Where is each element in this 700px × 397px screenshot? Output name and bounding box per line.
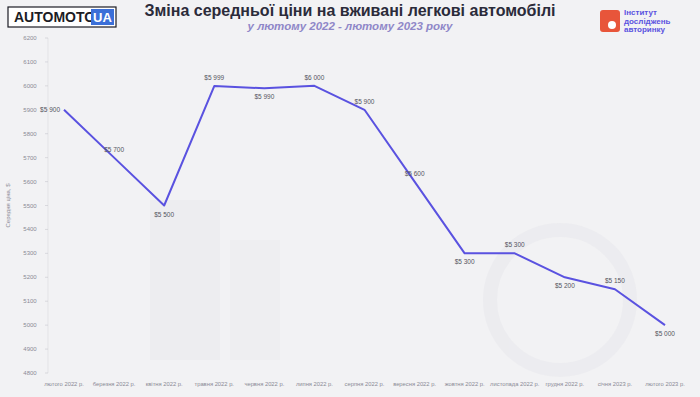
plot-area xyxy=(64,86,665,325)
data-label: $5 000 xyxy=(655,330,675,337)
y-tick xyxy=(45,253,48,254)
x-tick-label: грудня 2022 р. xyxy=(546,381,585,387)
x-tick-label: жовтня 2022 р. xyxy=(445,381,485,387)
y-tick xyxy=(45,157,48,158)
logo-text: AUTOMOTO xyxy=(14,9,95,25)
y-tick-label: 4800 xyxy=(23,370,37,376)
x-tick-label: серпня 2022 р. xyxy=(345,381,385,387)
y-tick xyxy=(45,325,48,326)
y-tick-label: 5500 xyxy=(23,203,37,209)
y-tick-label: 5900 xyxy=(23,107,37,113)
data-label: $5 990 xyxy=(254,93,274,100)
y-tick xyxy=(45,85,48,86)
y-tick xyxy=(45,373,48,374)
y-tick xyxy=(45,205,48,206)
x-axis: лютого 2022 р. березня 2022 р. квітня 2022… xyxy=(44,381,685,387)
logo-right: Інститутдослідженьавторинку xyxy=(600,8,671,34)
y-tick xyxy=(45,301,48,302)
data-labels: $5 900 $5 700 $5 500 $5 999 $5 990 $6 000 $5 9… xyxy=(40,74,675,337)
y-tick-label: 5800 xyxy=(23,131,37,137)
x-tick-label: листопада 2022 р. xyxy=(490,381,540,387)
y-tick xyxy=(45,181,48,182)
x-tick-label: вересня 2022 р. xyxy=(393,381,436,387)
logo-text: UA xyxy=(93,10,112,25)
x-tick-label: березня 2022 р. xyxy=(93,381,136,387)
x-tick-label: лютого 2023 р. xyxy=(645,381,685,387)
y-tick-label: 5000 xyxy=(23,322,37,328)
x-tick-label: липня 2022 р. xyxy=(296,381,333,387)
chart: AUTOMOTOUA Інститутдослідженьавторинку Змі… xyxy=(0,0,700,397)
logo-left: AUTOMOTOUA xyxy=(8,7,116,27)
data-label: $5 150 xyxy=(605,277,625,284)
data-label: $5 999 xyxy=(204,74,224,81)
background-decor xyxy=(150,200,630,370)
y-tick-label: 5200 xyxy=(23,274,37,280)
y-axis-label: Середня ціна, $ xyxy=(5,183,11,228)
y-tick xyxy=(45,38,48,39)
data-label: $5 500 xyxy=(154,211,174,218)
data-label: $5 700 xyxy=(104,146,124,153)
y-tick-label: 5700 xyxy=(23,155,37,161)
y-tick xyxy=(45,133,48,134)
data-label: $5 600 xyxy=(405,170,425,177)
y-tick-label: 5300 xyxy=(23,250,37,256)
x-tick-label: червня 2022 р. xyxy=(244,381,284,387)
data-label: $5 200 xyxy=(555,282,575,289)
title: Зміна середньої ціни на вживані легкові … xyxy=(144,2,555,19)
line xyxy=(64,86,665,325)
y-tick-label: 5400 xyxy=(23,226,37,232)
data-label: $5 900 xyxy=(355,98,375,105)
y-tick-label: 5100 xyxy=(23,298,37,304)
y-tick xyxy=(45,61,48,62)
data-label: $6 000 xyxy=(304,74,324,81)
y-tick xyxy=(45,229,48,230)
y-tick-label: 4900 xyxy=(23,346,37,352)
data-label: $5 900 xyxy=(40,106,60,113)
logo-text: авторинку xyxy=(624,25,666,34)
y-tick xyxy=(45,349,48,350)
x-tick-label: квітня 2022 р. xyxy=(146,381,183,387)
x-tick-label: січня 2023 р. xyxy=(598,381,633,387)
y-tick-label: 6100 xyxy=(23,59,37,65)
y-axis: 4800 4900 5000 5100 5200 5300 5400 5500 5600 5700… xyxy=(23,35,48,376)
y-tick xyxy=(45,277,48,278)
data-label: $5 300 xyxy=(505,241,525,248)
x-tick-label: травня 2022 р. xyxy=(195,381,235,387)
y-tick-label: 5600 xyxy=(23,179,37,185)
subtitle: у лютому 2022 - лютому 2023 року xyxy=(247,20,453,32)
x-tick-label: лютого 2022 р. xyxy=(44,381,84,387)
y-tick-label: 6200 xyxy=(23,35,37,41)
y-tick-label: 6000 xyxy=(23,83,37,89)
data-label: $5 300 xyxy=(455,258,475,265)
